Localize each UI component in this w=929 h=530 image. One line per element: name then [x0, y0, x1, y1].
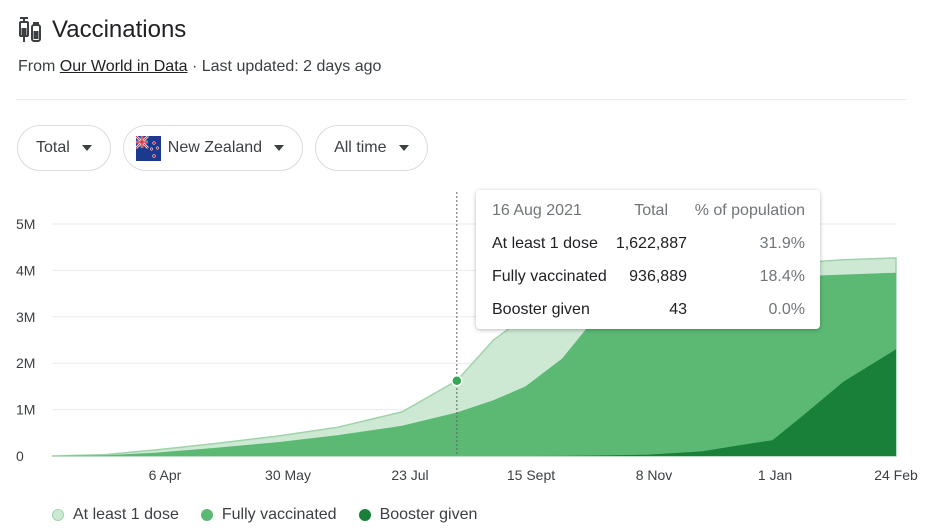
- y-axis-ticks: 0 1M 2M 3M 4M 5M: [16, 216, 35, 464]
- x-tick-label: 30 May: [265, 467, 311, 483]
- header: Vaccinations: [18, 16, 186, 44]
- x-tick-label: 8 Nov: [636, 467, 673, 483]
- x-tick-label: 6 Apr: [149, 467, 182, 483]
- tooltip-row-pct: 31.9%: [759, 235, 805, 252]
- legend-label: Fully vaccinated: [221, 506, 337, 523]
- divider: [16, 99, 906, 100]
- x-tick-label: 1 Jan: [758, 467, 792, 483]
- y-tick-label: 1M: [16, 402, 35, 418]
- y-tick-label: 0: [16, 448, 24, 464]
- tooltip-date: 16 Aug 2021: [492, 202, 582, 219]
- legend-swatch: [358, 509, 371, 521]
- tooltip-row-total: 43: [669, 301, 687, 318]
- hover-point: [451, 374, 463, 387]
- last-updated: · Last updated: 2 days ago: [187, 58, 382, 75]
- x-tick-label: 15 Sept: [507, 467, 555, 483]
- tooltip-row-pct: 0.0%: [768, 301, 805, 318]
- chart-tooltip: 16 Aug 2021 Total % of population At lea…: [476, 190, 820, 329]
- caret-down-icon: [398, 145, 409, 151]
- x-tick-label: 23 Jul: [391, 467, 428, 483]
- x-tick-label: 24 Feb: [874, 467, 918, 483]
- chart-legend: At least 1 dose Fully vaccinated Booster…: [52, 506, 499, 524]
- x-axis-ticks: 6 Apr 30 May 23 Jul 15 Sept 8 Nov 1 Jan 24 Feb: [149, 467, 918, 483]
- hover-indicator: [451, 192, 463, 456]
- source-link[interactable]: Our World in Data: [59, 58, 188, 75]
- legend-label: At least 1 dose: [73, 506, 179, 523]
- tooltip-row-total: 1,622,887: [615, 235, 687, 252]
- tooltip-row-label: Fully vaccinated: [492, 268, 607, 285]
- total-filter-chip[interactable]: Total: [17, 125, 111, 171]
- legend-swatch: [200, 509, 213, 521]
- tooltip-row-label: Booster given: [492, 301, 590, 318]
- country-filter-chip[interactable]: New Zealand: [122, 125, 304, 171]
- source-line: From Our World in Data · Last updated: 2…: [18, 58, 381, 76]
- filter-bar: Total New Zealand All time: [17, 125, 440, 171]
- tooltip-row-total: 936,889: [629, 268, 687, 285]
- caret-down-icon: [81, 145, 92, 151]
- time-filter-chip[interactable]: All time: [315, 125, 428, 171]
- caret-down-icon: [274, 145, 285, 151]
- y-tick-label: 4M: [16, 262, 35, 278]
- syringe-icon: [19, 17, 41, 42]
- tooltip-pct-header: % of population: [694, 202, 805, 219]
- y-tick-label: 5M: [16, 216, 35, 232]
- legend-swatch: [52, 509, 64, 521]
- legend-label: Booster given: [379, 506, 478, 523]
- source-prefix: From: [18, 58, 60, 75]
- time-filter-label: All time: [334, 139, 387, 156]
- new-zealand-flag-icon: [135, 135, 161, 161]
- total-filter-label: Total: [36, 139, 70, 156]
- y-tick-label: 3M: [16, 309, 35, 325]
- title-row: Vaccinations: [18, 16, 186, 44]
- tooltip-row-label: At least 1 dose: [492, 235, 598, 252]
- legend-item-at-least-one-dose[interactable]: At least 1 dose: [52, 506, 179, 524]
- legend-item-booster-given[interactable]: Booster given: [358, 506, 478, 524]
- tooltip-row-pct: 18.4%: [759, 268, 805, 285]
- country-filter-label: New Zealand: [167, 139, 263, 156]
- tooltip-total-header: Total: [634, 202, 668, 219]
- area-booster-given: [52, 349, 896, 456]
- y-tick-label: 2M: [16, 355, 35, 371]
- legend-item-fully-vaccinated[interactable]: Fully vaccinated: [200, 506, 337, 524]
- page-title: Vaccinations: [52, 16, 187, 43]
